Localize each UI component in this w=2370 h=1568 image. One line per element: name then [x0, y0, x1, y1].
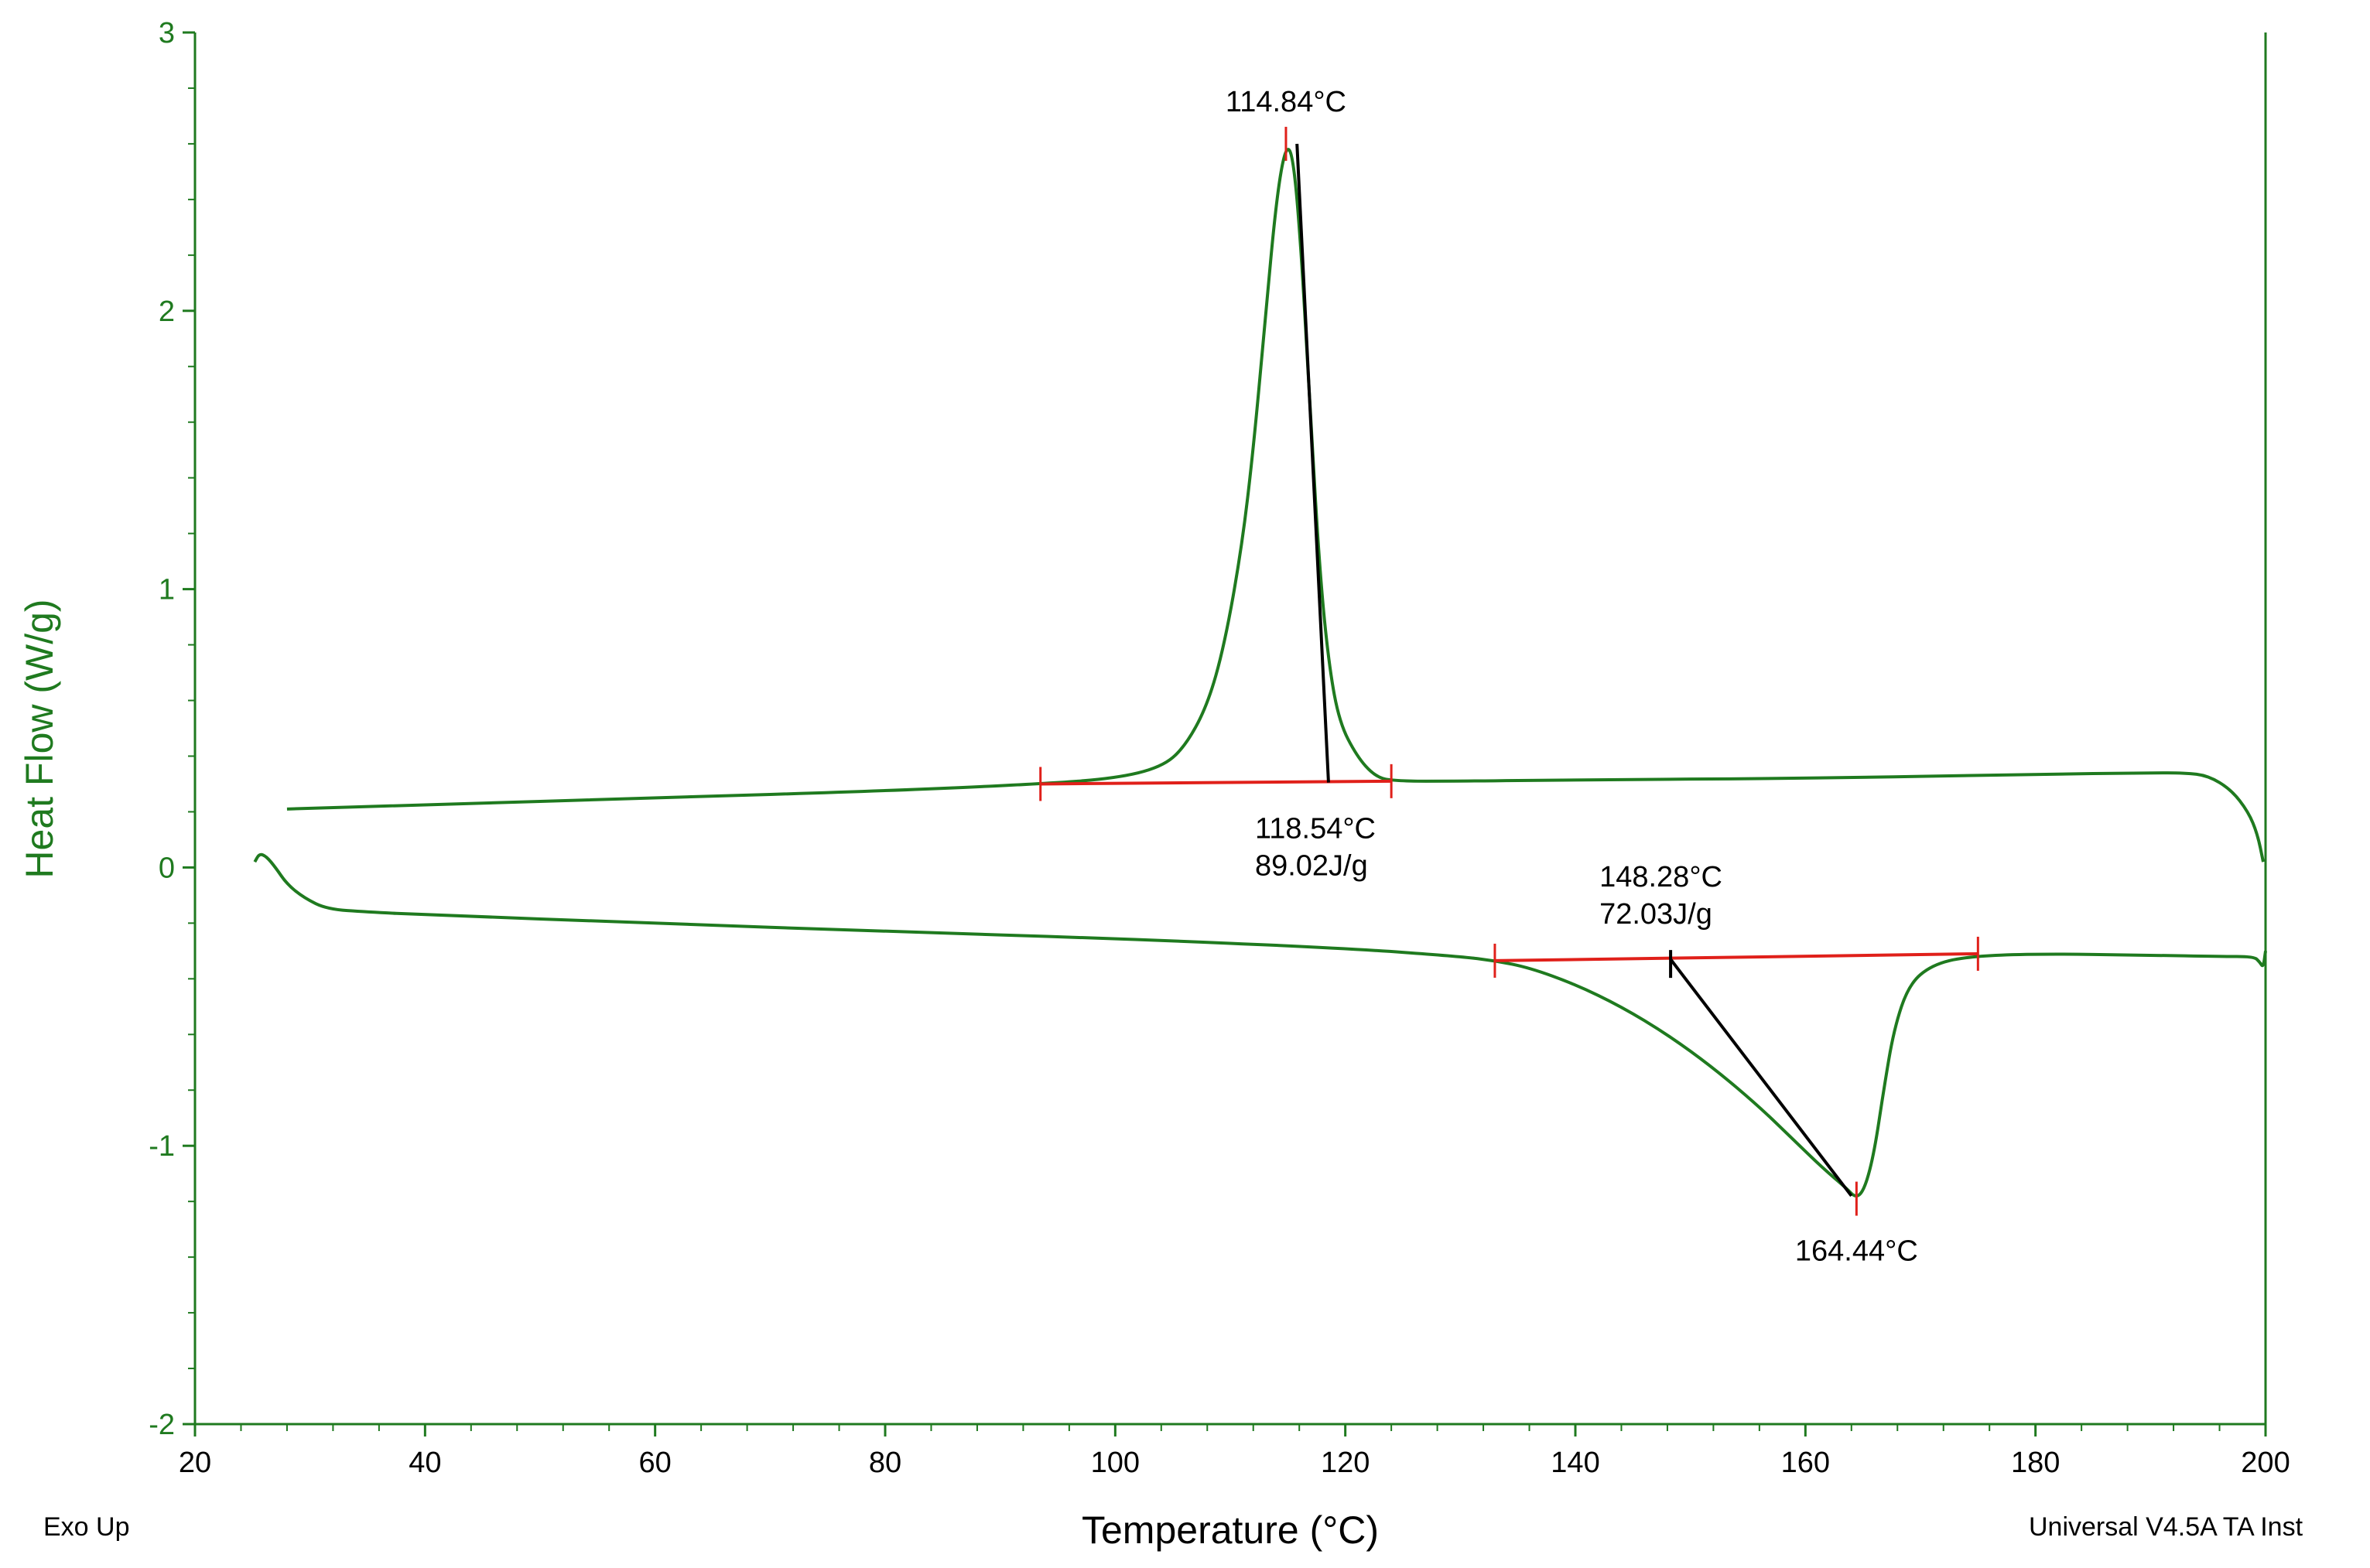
series-layer: [253, 148, 2267, 1197]
x-axis-ticks: 20 40 60 80 100 120 140 160 180 200: [179, 1424, 2290, 1479]
peak-temperature-label: 164.44°C: [1795, 1235, 1918, 1268]
onset-tangent-line: [1669, 958, 1853, 1197]
x-axis-title: Temperature (°C): [1082, 1508, 1379, 1552]
y-axis-ticks: -2 -1 0 1 2 3: [149, 17, 195, 1441]
peak-temperature-label: 114.84°C: [1226, 86, 1346, 118]
x-tick-label: 60: [639, 1447, 672, 1479]
x-tick-label: 120: [1321, 1447, 1370, 1479]
integration-baseline: [1494, 951, 1978, 962]
enthalpy-label: 72.03J/g: [1599, 898, 1712, 931]
x-tick-label: 40: [409, 1447, 441, 1479]
plot-frame: [193, 32, 2267, 1426]
x-tick-label: 180: [2011, 1447, 2060, 1479]
integration-baseline: [1040, 779, 1392, 786]
y-tick-label: 2: [159, 295, 175, 328]
onset-tangent-line: [1295, 143, 1330, 783]
curve-cooling: [286, 148, 2265, 863]
x-tick-label: 20: [179, 1447, 211, 1479]
y-tick-label: 1: [159, 574, 175, 606]
curve-heating: [253, 852, 2267, 1197]
x-tick-label: 100: [1091, 1447, 1140, 1479]
y-tick-label: 0: [159, 852, 175, 884]
y-tick-label: -2: [149, 1409, 175, 1441]
onset-temperature-label: 118.54°C: [1255, 813, 1376, 845]
y-axis-title: Heat Flow (W/g): [18, 599, 61, 878]
enthalpy-label: 89.02J/g: [1255, 850, 1368, 883]
x-tick-label: 140: [1551, 1447, 1599, 1479]
x-tick-label: 200: [2241, 1447, 2290, 1479]
y-tick-label: 3: [159, 17, 175, 50]
onset-temperature-label: 148.28°C: [1599, 861, 1722, 893]
y-tick-label: -1: [149, 1130, 175, 1163]
annotation-layer: 114.84°C 118.54°C 89.02J/g 148.28°C 72.03J/g…: [1039, 86, 1979, 1268]
x-tick-label: 80: [869, 1447, 901, 1479]
software-version-label: Universal V4.5A TA Inst: [2029, 1512, 2303, 1542]
x-tick-label: 160: [1781, 1447, 1830, 1479]
exo-up-label: Exo Up: [43, 1512, 130, 1542]
